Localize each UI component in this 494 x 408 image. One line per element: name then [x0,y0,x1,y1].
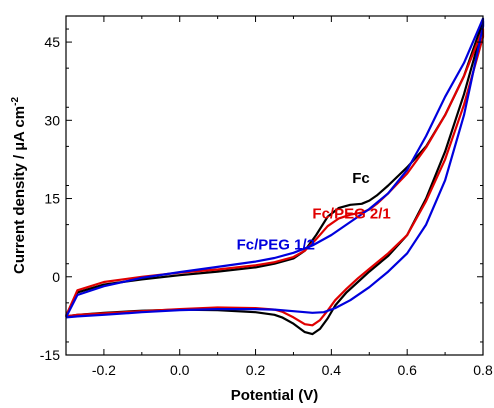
plot-frame [65,15,484,356]
series-line-1 [65,20,485,336]
y-axis-title-superscript: -2 [10,97,21,106]
series-layer [64,17,485,336]
labels-layer: Fc Fc/PEG 2/1 Fc/PEG 1/2 [237,170,391,254]
series-label-2: Fc/PEG 2/1 [312,205,390,222]
y-tick-label: 45 [44,34,60,50]
y-axis-title-main: Current density / µA cm [11,106,28,274]
y-tick-label: -15 [40,347,60,363]
series-label-3: Fc/PEG 1/2 [237,237,315,254]
series-label-1: Fc [352,170,370,187]
x-tick-label: 0.6 [397,362,417,378]
x-tick-label: -0.2 [92,362,116,378]
x-axis-title: Potential (V) [231,387,319,404]
y-tick-label: 15 [44,191,60,207]
x-tick-label: 0.0 [170,362,190,378]
y-tick-label: 0 [52,269,60,285]
x-tick-label: 0.4 [322,362,342,378]
series-line-3 [65,17,485,319]
x-tick-label: 0.2 [246,362,266,378]
y-axis-title: Current density / µA cm-2 [10,97,28,274]
ticks-layer: -0.2 0.0 0.2 0.4 0.6 0.8 -15 0 15 30 45 [40,16,493,378]
x-tick-label: 0.8 [473,362,493,378]
y-tick-label: 30 [44,112,60,128]
